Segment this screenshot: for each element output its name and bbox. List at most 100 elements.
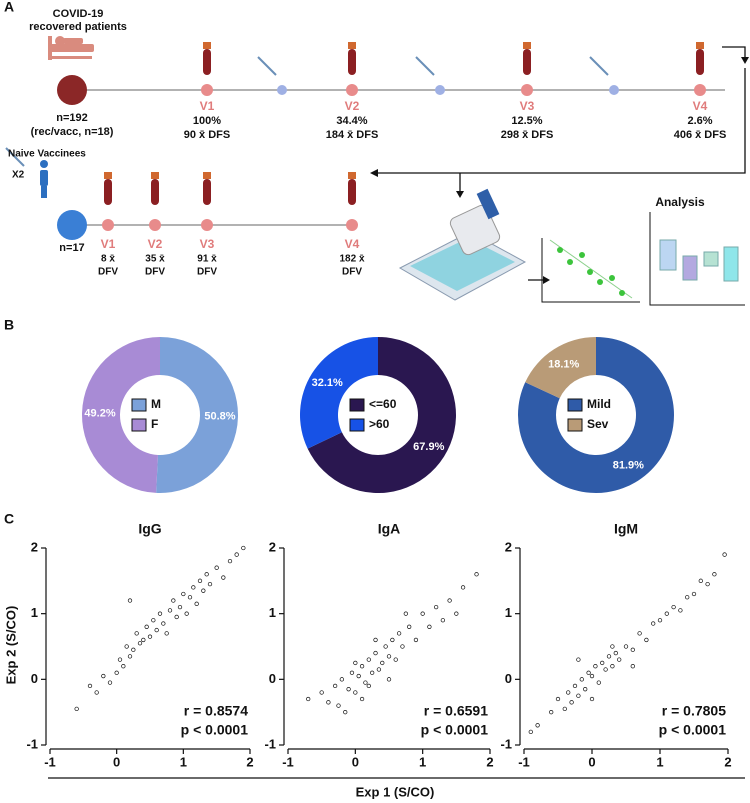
visit-name: V1 <box>200 99 215 113</box>
visit-unit: DFV <box>145 267 165 278</box>
legend-swatch <box>349 398 365 412</box>
data-point <box>555 696 561 702</box>
data-point <box>403 611 408 616</box>
visit-name: V4 <box>693 99 708 113</box>
visit-time: 35 x̄ <box>145 254 165 265</box>
blood-tube <box>696 42 704 49</box>
data-point <box>207 581 213 587</box>
value-label: 18.1% <box>548 358 579 370</box>
data-point <box>319 690 324 695</box>
data-point <box>101 673 106 679</box>
flow-arrows <box>375 46 746 281</box>
data-point <box>114 670 119 675</box>
value-label: 50.8% <box>204 410 235 422</box>
donut-segment <box>525 337 596 399</box>
data-point <box>440 618 446 623</box>
data-point <box>678 608 683 613</box>
y-tick-label: 2 <box>269 539 276 554</box>
x-tick-label: 0 <box>352 754 359 769</box>
data-point <box>400 644 405 649</box>
blood-tube <box>523 49 531 75</box>
cohort-n: n=192 <box>56 112 88 124</box>
person-icon <box>40 160 48 198</box>
data-point <box>107 680 113 685</box>
data-point <box>623 644 629 649</box>
data-point <box>151 618 156 623</box>
arrow-heads <box>370 57 749 284</box>
data-point <box>197 578 203 583</box>
data-point <box>610 644 615 649</box>
data-point <box>359 696 365 702</box>
data-point <box>613 650 618 656</box>
y-tick-label: 1 <box>505 605 512 620</box>
blood-tube <box>523 42 531 49</box>
data-point <box>685 595 690 600</box>
visit-time: 298 x̄ DFS <box>501 129 554 141</box>
visit-node <box>201 84 213 96</box>
data-point <box>221 575 226 580</box>
data-point <box>433 604 439 610</box>
data-point <box>171 598 176 603</box>
data-point <box>124 644 129 649</box>
data-point <box>349 670 355 675</box>
visit-percent: 34.4% <box>336 115 367 127</box>
data-point <box>566 690 571 695</box>
data-point <box>204 572 209 577</box>
analysis-label: Analysis <box>655 195 705 209</box>
data-point <box>420 611 425 616</box>
blood-tube <box>696 49 704 75</box>
blood-tube <box>203 42 211 49</box>
y-tick-label: 0 <box>31 671 38 686</box>
data-point <box>121 664 126 669</box>
legend-label: M <box>151 397 161 411</box>
data-point <box>562 706 567 712</box>
vaccination-dots <box>277 85 619 95</box>
data-point <box>664 611 669 616</box>
visit-time: 91 x̄ <box>197 254 217 265</box>
x-tick-label: -1 <box>44 754 56 769</box>
chart-title: IgM <box>614 521 638 537</box>
visit-time: 90 x̄ DFS <box>184 129 230 141</box>
data-point <box>579 677 584 682</box>
legend-label: F <box>151 417 158 431</box>
blood-tube <box>151 179 159 205</box>
visit-name: V4 <box>345 237 360 251</box>
data-point <box>698 578 703 583</box>
y-tick-label: 0 <box>505 671 512 686</box>
data-point <box>528 729 533 735</box>
chart-title: IgA <box>378 521 401 537</box>
data-point <box>363 680 368 685</box>
data-point <box>589 696 595 702</box>
annotation: p < 0.0001 <box>181 722 249 738</box>
legend-label: <=60 <box>369 397 397 411</box>
data-point <box>705 581 710 587</box>
data-point <box>583 687 588 692</box>
y-tick-label: 0 <box>269 671 276 686</box>
data-point <box>630 664 635 669</box>
data-point <box>161 621 166 626</box>
visit-node <box>346 84 358 96</box>
data-point <box>447 598 452 603</box>
blood-tube <box>203 172 211 179</box>
syringe-icons <box>5 56 609 167</box>
y-tick-label: 1 <box>31 605 38 620</box>
data-point <box>167 608 173 613</box>
legend-label: >60 <box>369 417 390 431</box>
x-tick-label: 2 <box>724 754 731 769</box>
dose-count: X2 <box>12 170 25 181</box>
data-point <box>181 591 186 597</box>
x-tick-label: 0 <box>113 754 120 769</box>
data-point <box>234 552 239 557</box>
data-point <box>712 572 717 577</box>
cohort-note: (rec/vacc, n=18) <box>31 126 114 138</box>
donut-segment <box>518 337 674 493</box>
data-point <box>373 650 378 656</box>
x-tick-label: 1 <box>180 754 187 769</box>
visit-time: 184 x̄ DFS <box>326 129 379 141</box>
data-point <box>214 565 219 570</box>
data-point <box>366 657 371 662</box>
data-point <box>393 657 398 662</box>
x-tick-label: 1 <box>419 754 426 769</box>
donut-segment <box>300 337 378 449</box>
panel-label: B <box>4 317 14 333</box>
